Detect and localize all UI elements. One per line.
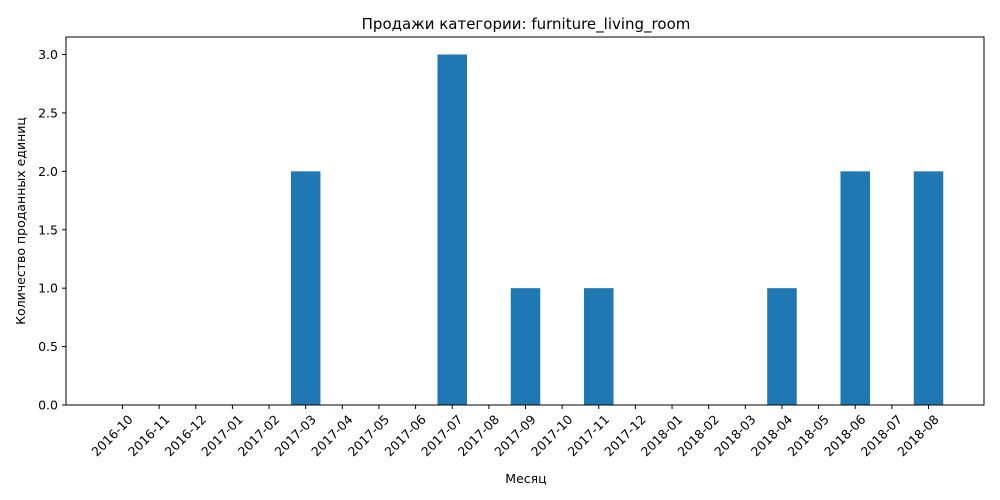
chart-title: Продажи категории: furniture_living_room — [362, 15, 691, 34]
y-tick-label: 3.0 — [38, 47, 58, 62]
bar-2017-07 — [437, 54, 467, 406]
y-tick-label: 1.5 — [38, 222, 58, 237]
y-tick-label: 0.5 — [38, 339, 58, 354]
bar-2017-03 — [290, 171, 321, 405]
x-axis-label: Месяц — [505, 471, 546, 486]
x-axis: 2016-102016-112016-122017-012017-022017-… — [88, 405, 942, 459]
y-tick-label: 0.0 — [38, 398, 58, 413]
y-tick-label: 1.0 — [38, 281, 58, 296]
bar-2017-09 — [510, 288, 541, 405]
bar-2018-08 — [913, 171, 944, 405]
bars-group — [290, 54, 944, 406]
bar-2017-11 — [584, 288, 614, 405]
y-tick-label: 2.5 — [38, 105, 58, 120]
y-tick-label: 2.0 — [38, 164, 58, 179]
bar-2018-06 — [840, 171, 870, 405]
bar-2018-04 — [767, 288, 797, 405]
y-axis: 0.0 0.5 1.0 1.5 2.0 2.5 3.0 — [38, 47, 66, 413]
y-axis-label: Количество проданных единиц — [13, 117, 28, 325]
